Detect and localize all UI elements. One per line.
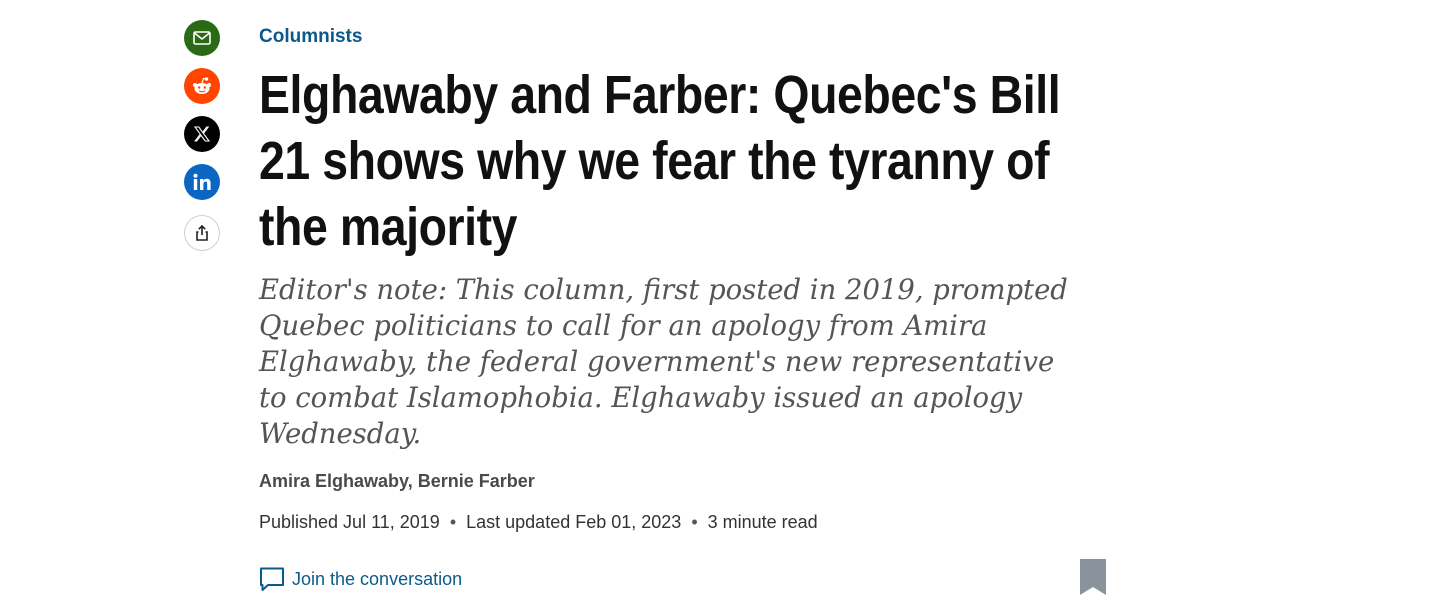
email-icon (193, 31, 211, 45)
share-icon (196, 225, 208, 241)
section-link[interactable]: Columnists (259, 26, 363, 47)
share-email-button[interactable] (184, 20, 220, 56)
editor-note: Editor's note: This column, first posted… (259, 273, 1068, 450)
article-meta: Published Jul 11, 2019 • Last updated Feb … (259, 512, 818, 533)
share-x-button[interactable] (184, 116, 220, 152)
read-time: 3 minute read (707, 512, 818, 532)
comment-icon (260, 567, 284, 591)
reddit-icon (193, 77, 211, 94)
byline: Amira Elghawaby, Bernie Farber (259, 471, 535, 491)
headline: Elghawaby and Farber: Quebec's Bill 21 s… (259, 65, 1061, 257)
linkedin-icon (193, 173, 211, 190)
updated-date: Last updated Feb 01, 2023 (466, 512, 682, 532)
join-conversation-label: Join the conversation (292, 568, 463, 589)
meta-separator: • (691, 512, 698, 532)
published-date: Published Jul 11, 2019 (259, 512, 440, 532)
bookmark-icon[interactable] (1080, 559, 1106, 595)
x-icon (193, 126, 211, 142)
share-linkedin-button[interactable] (184, 164, 220, 200)
share-reddit-button[interactable] (184, 68, 220, 104)
join-conversation-link[interactable]: Join the conversation (259, 566, 462, 592)
share-button[interactable] (184, 215, 220, 251)
meta-separator: • (449, 512, 457, 532)
